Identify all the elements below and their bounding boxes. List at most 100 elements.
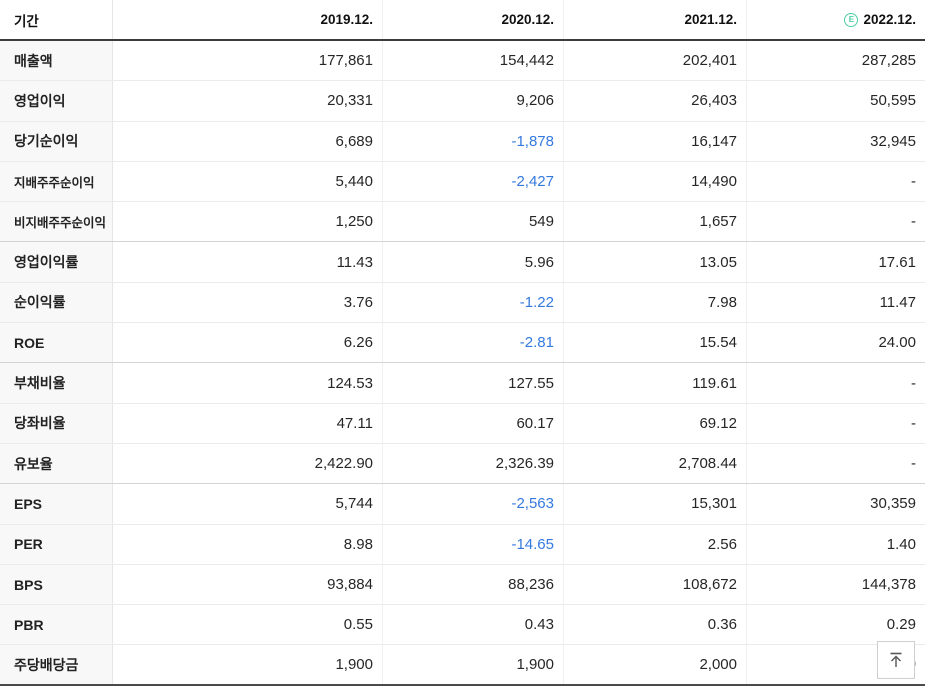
- row-label: 비지배주주순이익: [0, 202, 113, 242]
- row-label: 부채비율: [0, 363, 113, 403]
- value-cell: -: [911, 213, 916, 231]
- value-cell: 30,359: [870, 495, 916, 513]
- value-cell: 119.61: [564, 363, 747, 403]
- table-row: 영업이익률 11.43 5.96 13.05 17.61: [0, 242, 925, 283]
- value-cell: 24.00: [878, 334, 916, 352]
- value-cell: 15.54: [564, 323, 747, 363]
- value-cell: 144,378: [861, 576, 916, 593]
- value-cell: 1,250: [113, 202, 383, 242]
- scroll-to-top-button[interactable]: [877, 641, 915, 679]
- value-cell: 11.47: [879, 293, 916, 311]
- row-label: PER: [0, 524, 113, 564]
- table-body: 매출액 177,861 154,442 202,401 287,285 영업이익 20,33…: [0, 41, 925, 686]
- value-cell: 15,301: [564, 484, 747, 524]
- row-label: EPS: [0, 484, 113, 524]
- value-cell: 108,672: [564, 564, 747, 605]
- table-row: PBR 0.55 0.43 0.36 0.29: [0, 605, 925, 646]
- value-cell: 2,326.39: [383, 443, 564, 484]
- value-cell: -2,563: [383, 484, 564, 524]
- value-cell: -2,427: [383, 161, 564, 202]
- row-label: PBR: [0, 605, 113, 645]
- table-row: 비지배주주순이익 1,250 549 1,657 -: [0, 202, 925, 243]
- row-label: 당좌비율: [0, 403, 113, 443]
- value-cell: 127.55: [383, 363, 564, 403]
- row-label: 영업이익: [0, 81, 113, 121]
- table-row: ROE 6.26 -2.81 15.54 24.00: [0, 323, 925, 364]
- value-cell: -: [911, 173, 916, 191]
- value-cell: 3.76: [113, 282, 383, 323]
- row-label: ROE: [0, 323, 113, 363]
- value-cell: 17.61: [878, 253, 916, 271]
- value-cell: -1,878: [383, 121, 564, 161]
- row-label: 당기순이익: [0, 121, 113, 161]
- table-header-row: 기간 2019.12. 2020.12. 2021.12. E 2022.12.: [0, 0, 925, 41]
- table-row: 부채비율 124.53 127.55 119.61 -: [0, 363, 925, 404]
- column-header-label: 2020.12.: [501, 12, 554, 27]
- value-cell: 20,331: [113, 81, 383, 121]
- column-header-label: 2019.12.: [320, 12, 373, 27]
- value-cell: -14.65: [383, 524, 564, 564]
- value-cell: 2.56: [564, 524, 747, 564]
- value-cell: 69.12: [564, 403, 747, 443]
- value-cell: 6,689: [113, 121, 383, 161]
- value-cell: 1.40: [886, 535, 916, 553]
- value-cell: 287,285: [861, 52, 916, 70]
- table-row: EPS 5,744 -2,563 15,301 30,359: [0, 484, 925, 525]
- table-row: 당좌비율 47.11 60.17 69.12 -: [0, 403, 925, 444]
- value-cell: 124.53: [113, 363, 383, 403]
- value-cell: -: [911, 414, 916, 432]
- column-header: 2019.12.: [113, 0, 383, 39]
- value-cell: 0.43: [383, 605, 564, 645]
- value-cell: 88,236: [383, 564, 564, 605]
- value-cell: 549: [383, 202, 564, 242]
- value-cell: 26,403: [564, 81, 747, 121]
- value-cell: 1,657: [564, 202, 747, 242]
- value-cell: 5,440: [113, 161, 383, 202]
- table-row: 당기순이익 6,689 -1,878 16,147 32,945: [0, 121, 925, 162]
- value-cell: 1,900: [383, 645, 564, 684]
- value-cell: 5,744: [113, 484, 383, 524]
- column-header: 2020.12.: [383, 0, 564, 39]
- value-cell: -1.22: [383, 282, 564, 323]
- table-row: PER 8.98 -14.65 2.56 1.40: [0, 524, 925, 565]
- period-column-header: 기간: [0, 0, 113, 39]
- value-cell: 9,206: [383, 81, 564, 121]
- row-label: 주당배당금: [0, 645, 113, 684]
- table-row: BPS 93,884 88,236 108,672 144,378: [0, 564, 925, 606]
- value-cell: 0.29: [886, 616, 916, 634]
- value-cell: 32,945: [870, 132, 916, 150]
- value-cell: 0.55: [113, 605, 383, 645]
- table-row: 지배주주순이익 5,440 -2,427 14,490 -: [0, 161, 925, 203]
- value-cell: 50,595: [870, 92, 916, 110]
- row-label: 영업이익률: [0, 242, 113, 282]
- table-row: 순이익률 3.76 -1.22 7.98 11.47: [0, 282, 925, 324]
- column-header-label: 2021.12.: [684, 12, 737, 27]
- row-label: 순이익률: [0, 282, 113, 323]
- value-cell: 93,884: [113, 564, 383, 605]
- value-cell: 1,900: [113, 645, 383, 684]
- column-header: 2021.12.: [564, 0, 747, 39]
- value-cell: 16,147: [564, 121, 747, 161]
- value-cell: 0.36: [564, 605, 747, 645]
- value-cell: 2,000: [564, 645, 747, 684]
- table-row: 매출액 177,861 154,442 202,401 287,285: [0, 41, 925, 82]
- row-label: BPS: [0, 564, 113, 605]
- value-cell: 2,708.44: [564, 443, 747, 484]
- column-header-label: 2022.12.: [863, 12, 916, 27]
- arrow-up-to-top-icon: [886, 650, 906, 670]
- value-cell: 6.26: [113, 323, 383, 363]
- table-row: 영업이익 20,331 9,206 26,403 50,595: [0, 81, 925, 122]
- value-cell: 14,490: [564, 161, 747, 202]
- value-cell: 11.43: [113, 242, 383, 282]
- value-cell: -2.81: [383, 323, 564, 363]
- value-cell: 202,401: [564, 41, 747, 81]
- column-header: E 2022.12.: [747, 0, 925, 39]
- value-cell: 177,861: [113, 41, 383, 81]
- value-cell: 7.98: [564, 282, 747, 323]
- table-row: 유보율 2,422.90 2,326.39 2,708.44 -: [0, 443, 925, 485]
- value-cell: 2,422.90: [113, 443, 383, 484]
- value-cell: 13.05: [564, 242, 747, 282]
- estimate-badge-icon: E: [844, 12, 859, 27]
